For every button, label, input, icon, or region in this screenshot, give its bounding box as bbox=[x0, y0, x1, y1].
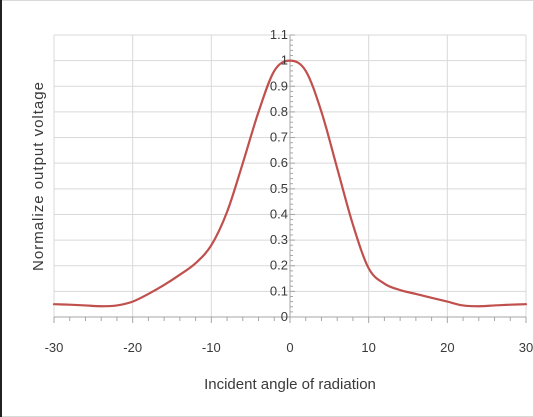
series-line bbox=[52, 59, 528, 308]
y-tick-label: 0.4 bbox=[270, 206, 288, 221]
axes bbox=[53, 34, 527, 323]
x-tick-label: 20 bbox=[440, 340, 454, 355]
x-tick-label: 30 bbox=[519, 340, 533, 355]
x-axis-title: Incident angle of radiation bbox=[204, 376, 376, 393]
y-tick-label: 1 bbox=[281, 53, 288, 68]
x-tick-label: -20 bbox=[123, 340, 142, 355]
window-edge bbox=[0, 0, 2, 417]
x-tick-label: 10 bbox=[361, 340, 375, 355]
tick-labels: -30 -20 -10 0 10 20 30 0 0.1 0.2 0.3 0.4 0.5 0.6 0.7 0.… bbox=[45, 27, 534, 355]
y-tick-label: 0.9 bbox=[270, 78, 288, 93]
x-tick-label: 0 bbox=[286, 340, 293, 355]
y-tick-label: 0.5 bbox=[270, 181, 288, 196]
y-tick-label: 0.6 bbox=[270, 155, 288, 170]
x-tick-label: -10 bbox=[202, 340, 221, 355]
y-tick-label: 0.8 bbox=[270, 104, 288, 119]
x-tick-label: -30 bbox=[45, 340, 64, 355]
y-axis-title: Normalize output voltage bbox=[30, 81, 47, 271]
y-tick-label: 0.1 bbox=[270, 283, 288, 298]
y-tick-label: 0.7 bbox=[270, 130, 288, 145]
series-layer bbox=[52, 59, 528, 308]
y-tick-label: 0.3 bbox=[270, 232, 288, 247]
y-tick-label: 0 bbox=[281, 309, 288, 324]
y-tick-label: 0.2 bbox=[270, 258, 288, 273]
y-tick-label: 1.1 bbox=[270, 27, 288, 42]
